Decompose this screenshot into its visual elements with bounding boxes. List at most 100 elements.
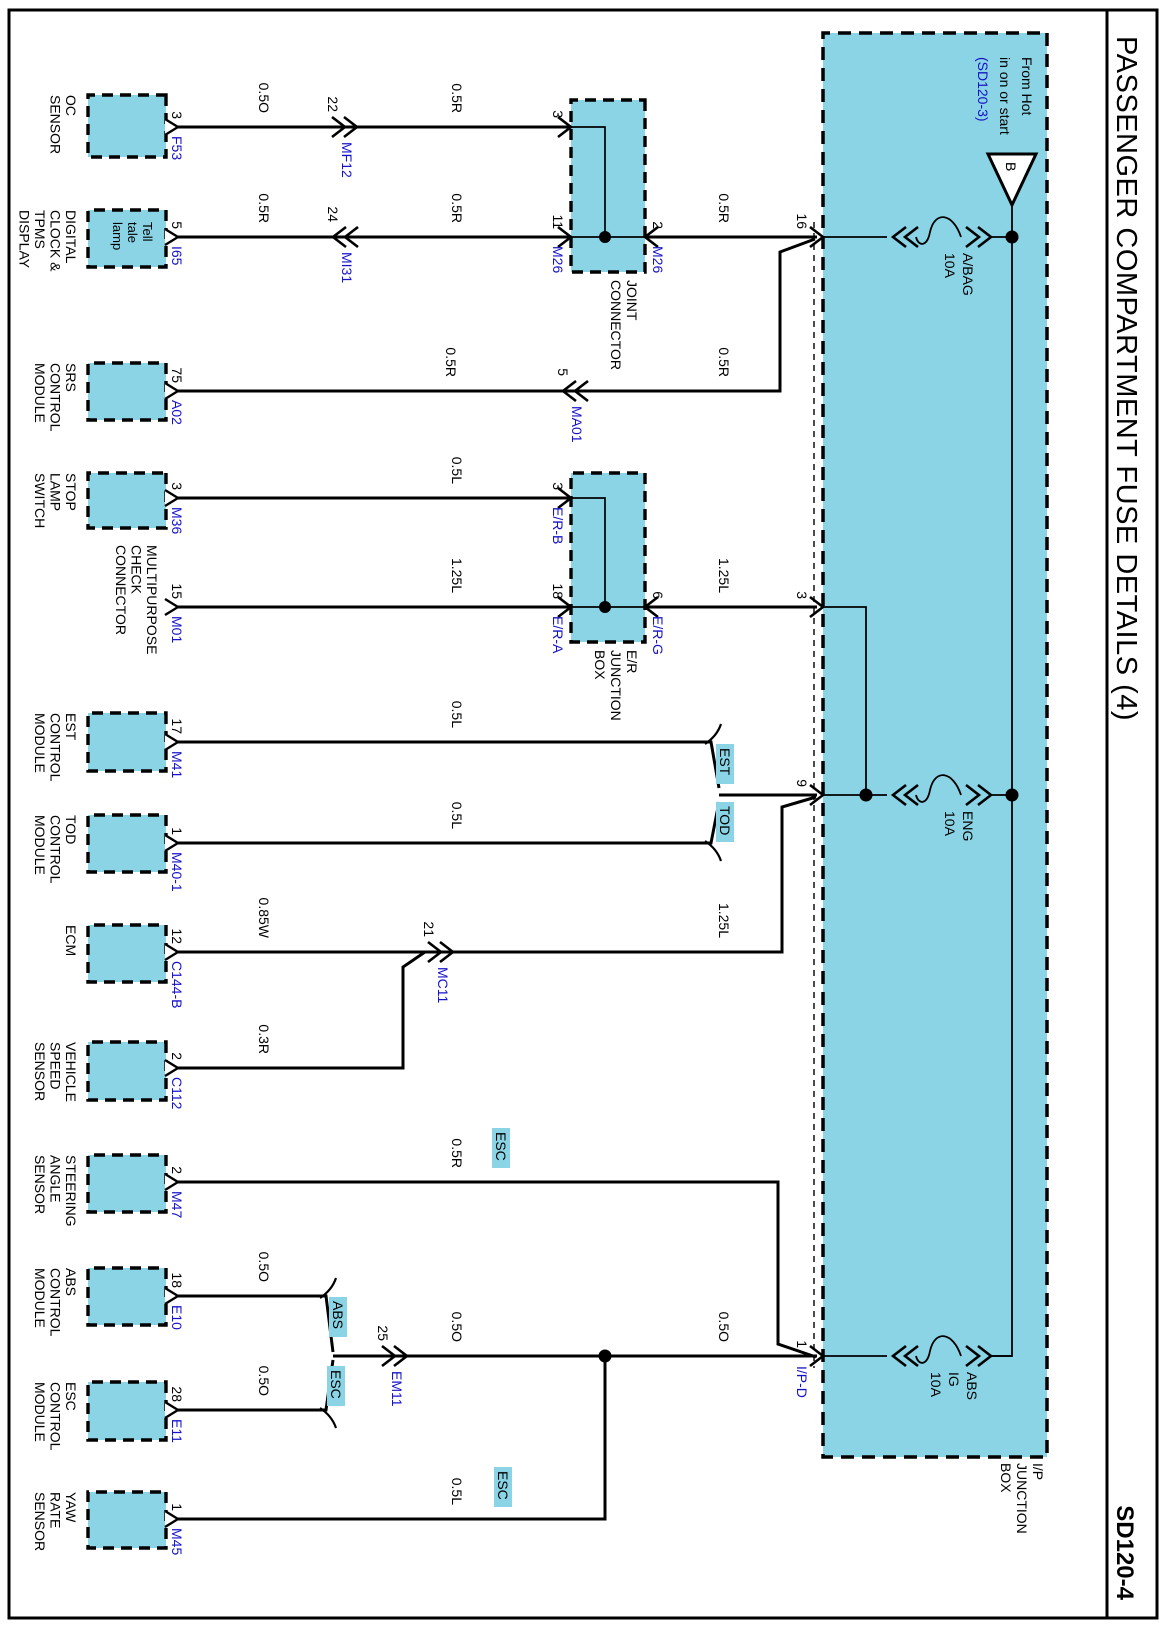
- component-box: [86, 1153, 168, 1214]
- component-connector-id: F53: [169, 136, 185, 160]
- component-pin-number: 15: [169, 583, 185, 599]
- component-pin-flag-icon: [164, 1400, 181, 1420]
- component-connector-id: M36: [169, 507, 185, 534]
- wire-size-label: 0.5R: [449, 83, 465, 113]
- connector-pin-chevron-icon: [977, 783, 994, 807]
- connector-pin-chevron-icon: [890, 1344, 907, 1368]
- connector-pin-chevron-icon: [809, 225, 826, 249]
- ip-junction-box: [821, 31, 1049, 1459]
- connector-pin-chevron-icon: [381, 1344, 398, 1368]
- terminal-b-triangle-icon: [985, 152, 1039, 209]
- wire: [166, 795, 817, 954]
- option-tag-label: TOD: [717, 806, 733, 835]
- option-branch-tick-icon: [319, 1277, 338, 1299]
- page-code: SD120-4: [1111, 1505, 1138, 1600]
- power-source-text: in on or start: [997, 57, 1013, 135]
- option-tag-highlight: [492, 1128, 510, 1168]
- wire-size-label: 0.5R: [449, 193, 465, 223]
- fuse-rating-label: ENG: [960, 811, 976, 841]
- er-pin-connector: E/R-A: [550, 616, 566, 654]
- connector-pin-chevron-icon: [560, 379, 577, 403]
- component-name-label: MODULE: [32, 1382, 48, 1442]
- option-tag-label: ESC: [328, 1370, 344, 1399]
- component-inner-text: lamp: [110, 222, 125, 250]
- connector-pin-chevron-icon: [965, 783, 982, 807]
- wire-size-label: 0.3R: [256, 1024, 272, 1054]
- fuse-rating-label: 10A: [942, 253, 958, 279]
- component-pin-flag-icon: [164, 1509, 181, 1529]
- wire: [166, 1356, 607, 1521]
- wire-size-label: 0.5L: [449, 1478, 465, 1505]
- component-name-label: CONTROL: [48, 1382, 64, 1451]
- wire: [166, 801, 721, 845]
- junction-dot: [599, 601, 611, 613]
- connector-pin-chevron-icon: [902, 783, 919, 807]
- option-branch-tick-icon: [704, 840, 723, 862]
- power-source-ref: (SD120-3): [975, 57, 991, 122]
- option-tag-label: ESC: [495, 1471, 511, 1500]
- component-name-label: SENSOR: [48, 95, 64, 154]
- ip-box-pin-number: 1: [794, 1340, 810, 1348]
- inline-connector-pin-number: 22: [325, 96, 341, 112]
- component-pin-number: 3: [169, 482, 185, 490]
- wire: [166, 740, 721, 789]
- component-name-label: STOP: [63, 473, 79, 511]
- junction-connector-box: [569, 471, 647, 644]
- component-box: [86, 711, 168, 773]
- component-name-label: RATE: [48, 1492, 64, 1528]
- page-border: [7, 8, 1159, 1620]
- component-box: [86, 813, 168, 874]
- component-box: [86, 471, 168, 530]
- inline-connector-id: MA01: [569, 406, 585, 443]
- wire-size-label: 1.25L: [449, 558, 465, 593]
- connector-pin-chevron-icon: [572, 379, 589, 403]
- fuse-rating-label: ABS: [964, 1372, 980, 1400]
- connector-pin-chevron-icon: [902, 1344, 919, 1368]
- component-pin-number: 18: [169, 1272, 185, 1288]
- component-name-label: MODULE: [32, 713, 48, 773]
- connector-pin-chevron-icon: [343, 115, 360, 139]
- component-name-label: MULTIPURPOSE: [144, 545, 160, 654]
- fuse-rating-label: A/BAG: [960, 253, 976, 296]
- component-pin-flag-icon: [164, 117, 181, 137]
- ip-box-pin-number: 3: [794, 591, 810, 599]
- wire-size-label: 1.25L: [716, 903, 732, 938]
- wire-size-label: 0.85W: [256, 898, 272, 939]
- component-name-label: DIGITAL: [63, 210, 79, 264]
- junction-box-caption: E/R: [624, 650, 640, 673]
- connector-pin-chevron-icon: [809, 1344, 826, 1368]
- inline-connector-id: EM11: [389, 1371, 405, 1407]
- component-name-label: DISPLAY: [17, 210, 33, 269]
- option-tag-label: EST: [717, 748, 733, 776]
- jc-pin-connector: M26: [650, 246, 666, 273]
- component-connector-id: M45: [169, 1528, 185, 1555]
- component-connector-id: C144-B: [169, 961, 185, 1008]
- inline-connector-id: MI31: [339, 252, 355, 283]
- component-connector-id: M41: [169, 751, 185, 778]
- option-tag-highlight: [494, 1467, 512, 1507]
- junction-box-caption: JUNCTION: [608, 650, 624, 721]
- component-name-label: SWITCH: [32, 473, 48, 528]
- junction-dot: [599, 231, 611, 243]
- component-name-label: ANGLE: [48, 1155, 64, 1202]
- component-connector-id: M47: [169, 1191, 185, 1218]
- option-branch-tick-icon: [704, 723, 723, 745]
- inline-connector-id: MC11: [435, 967, 451, 1004]
- component-name-label: OC: [63, 95, 79, 116]
- wire-size-label: 0.5O: [256, 1366, 272, 1396]
- option-tag-highlight: [329, 1297, 347, 1337]
- connector-pin-chevron-icon: [393, 1344, 410, 1368]
- inline-connector-pin-number: 5: [555, 368, 571, 376]
- component-name-label: ESC: [63, 1382, 79, 1411]
- wire-size-label: 0.5O: [256, 1252, 272, 1282]
- wire-size-label: 0.5R: [443, 347, 459, 377]
- page-title: PASSENGER COMPARTMENT FUSE DETAILS (4): [1110, 36, 1142, 721]
- internal-feed-line: [823, 606, 867, 795]
- component-connector-id: M01: [169, 616, 185, 643]
- fuse-element-icon: [915, 1335, 962, 1364]
- component-box: [86, 1490, 168, 1550]
- terminal-b-label: B: [1003, 162, 1019, 171]
- component-name-label: CONTROL: [48, 815, 64, 884]
- component-connector-id: C112: [169, 1077, 185, 1110]
